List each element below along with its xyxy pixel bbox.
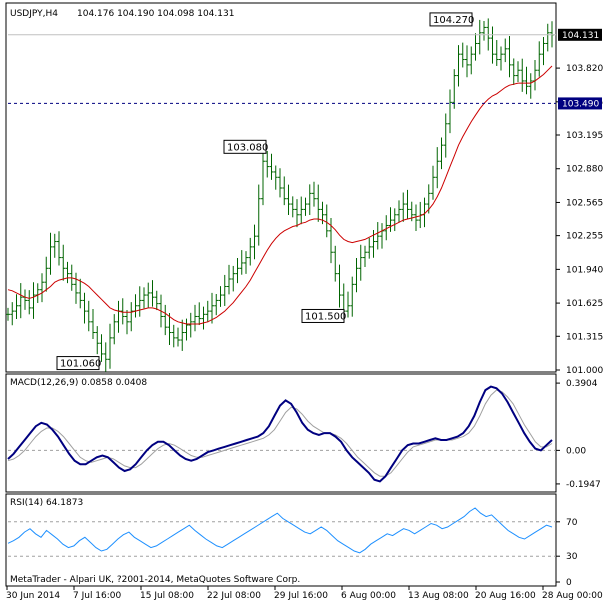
annotation-box	[429, 12, 473, 27]
macd-y-tick-label: 0.00	[566, 446, 586, 456]
x-tick-label: 15 Jul 08:00	[140, 591, 194, 601]
x-tick-label: 20 Aug 16:00	[475, 591, 536, 601]
annotation-box	[301, 308, 345, 323]
annotation-box	[56, 356, 100, 371]
y-tick-label: 101.625	[566, 299, 603, 309]
price-annotation: 101.060	[56, 356, 101, 371]
price-annotation: 101.500	[301, 308, 346, 323]
rsi-panel-frame	[5, 493, 557, 587]
annotation-label: 101.500	[305, 311, 346, 322]
rsi-y-tick-label: 70	[566, 518, 578, 528]
annotation-box	[223, 139, 267, 154]
x-tick-label: 6 Aug 00:00	[341, 591, 396, 601]
annotation-label: 103.080	[227, 142, 268, 153]
x-tick-label: 29 Jul 16:00	[274, 591, 328, 601]
y-tick-label: 101.000	[566, 366, 603, 376]
level-label: 103.490	[562, 99, 599, 109]
time-axis: 30 Jun 2014 7 Jul 16:00 15 Jul 08:00 22 Jul…	[6, 586, 603, 601]
rsi-layer: 70 30 0	[7, 507, 578, 588]
y-tick-label: 102.565	[566, 198, 603, 208]
price-layer: 101.060 103.080 101.500 104.270	[6, 12, 556, 372]
current-price-label: 104.131	[562, 31, 599, 41]
moving-average-line	[7, 65, 553, 325]
annotation-label: 104.270	[433, 15, 474, 26]
y-tick-label: 101.315	[566, 332, 603, 342]
rsi-y-tick-label: 30	[566, 552, 578, 562]
macd-title: MACD(12,26,9) 0.0858 0.0408	[10, 378, 147, 388]
symbol-label: USDJPY,H4	[10, 9, 58, 19]
macd-y-tick-label: -0.1947	[566, 480, 601, 490]
ohlc-label: 104.176 104.190 104.098 104.131	[77, 9, 234, 19]
x-tick-label: 30 Jun 2014	[6, 591, 60, 601]
x-tick-label: 13 Aug 08:00	[408, 591, 469, 601]
macd-signal-line	[7, 389, 553, 477]
x-tick-label: 7 Jul 16:00	[73, 591, 122, 601]
y-tick-label: 102.880	[566, 165, 603, 175]
annotation-label: 101.060	[60, 359, 101, 370]
y-tick-label: 103.195	[566, 131, 603, 141]
copyright-text: MetaTrader - Alpari UK, ?2001-2014, Meta…	[10, 575, 300, 585]
y-tick-label: 103.820	[566, 64, 603, 74]
price-axis: 101.000 101.315 101.625 101.940 102.255 102.5…	[556, 28, 603, 376]
price-annotation: 104.270	[429, 12, 474, 27]
price-annotation: 103.080	[223, 139, 268, 154]
level-tag	[558, 97, 602, 110]
rsi-title: RSI(14) 64.1873	[10, 498, 83, 508]
rsi-line	[7, 507, 553, 554]
macd-y-tick-label: 0.3904	[566, 379, 598, 389]
price-panel-frame	[5, 2, 557, 373]
macd-layer: 0.3904 0.00 -0.1947	[7, 379, 601, 490]
y-tick-label: 102.255	[566, 232, 603, 242]
rsi-y-tick-label: 0	[566, 578, 572, 588]
macd-main-line	[7, 385, 553, 483]
x-tick-label: 22 Jul 08:00	[207, 591, 261, 601]
panel-frames	[5, 2, 557, 587]
current-price-tag	[558, 28, 602, 41]
y-tick-label: 101.940	[566, 265, 603, 275]
x-tick-label: 28 Aug 00:00	[542, 591, 603, 601]
macd-panel-frame	[5, 373, 557, 493]
